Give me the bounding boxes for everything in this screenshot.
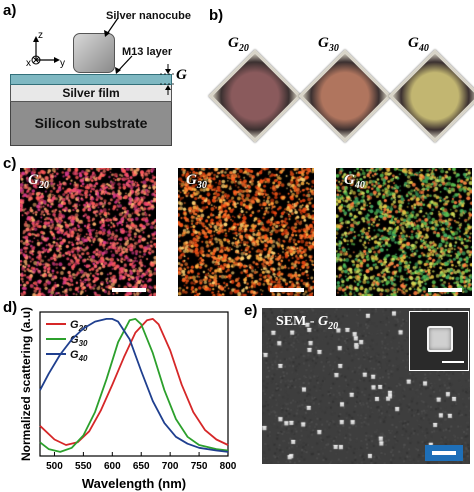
x-axis-label: Wavelength (nm) [82,476,186,491]
silver-film: Silver film [10,84,172,102]
image-label-base: G [186,172,197,188]
panel-e-label: e) [244,302,258,319]
sample-1: G30 [298,35,392,155]
legend-label-0: G20 [70,319,88,333]
sample-label-sub: 40 [418,43,429,54]
plot-frame [39,311,229,457]
sample-chip [388,49,474,143]
scale-bar [270,288,304,292]
series-line-0 [39,317,229,446]
image-label-sub: 40 [354,180,365,191]
image-label-base: G [28,172,39,188]
x-tick-label: 600 [104,461,121,472]
sample-label-base: G [318,35,329,51]
scale-bar [428,288,462,292]
panel-a-schematic: Silicon substrate Silver film Silver nan… [0,0,200,150]
inset-scale-bar [442,361,464,363]
x-tick-label: 550 [75,461,92,472]
series-line-2 [39,317,229,453]
x-tick-label: 650 [133,461,150,472]
sample-0: G20 [208,35,302,155]
x-tick-label: 700 [162,461,179,472]
x-tick-label: 500 [46,461,63,472]
axis-z-label: z [38,30,43,41]
x-tick-label: 750 [191,461,208,472]
sem-inset [409,311,469,371]
inset-nanocube [427,326,453,352]
silicon-substrate: Silicon substrate [10,100,172,146]
image-label-base: G [344,172,355,188]
image-label: G40 [344,172,365,191]
m13-layer [10,74,172,85]
sem-title: SEM - G20 [276,314,338,332]
darkfield-particles [20,168,156,296]
sample-2: G40 [388,35,474,155]
panel-b-samples: G20 G30 G40 [200,35,474,155]
darkfield-image-0: G20 [20,168,156,296]
sample-label-base: G [408,35,419,51]
sample-chip [208,49,302,143]
gap-label: G [176,67,187,83]
axis-y-label: y [60,58,65,69]
axes-icon [31,36,60,65]
panel-a-label: a) [3,2,17,19]
m13-layer-label: M13 layer [122,46,173,58]
sem-title-g: G [318,314,329,329]
sample-label-sub: 20 [238,43,249,54]
legend-label-sub: 30 [79,339,88,348]
silver-nanocube-label: Silver nanocube [106,10,191,22]
sem-image: SEM - G20 [262,308,470,464]
legend-label-base: G [70,349,79,361]
panel-d-label: d) [3,299,18,316]
panel-b-label: b) [209,7,224,24]
image-label-sub: 20 [38,180,49,191]
sem-scale-bar-line [432,451,456,455]
sample-label-base: G [228,35,239,51]
legend-label-1: G30 [70,334,88,348]
sample-label: G40 [408,35,429,54]
image-label: G20 [28,172,49,191]
y-axis-label: Normalized scattering (a.u) [19,307,33,461]
panel-c-label: c) [3,155,17,172]
sem-title-prefix: SEM - [276,314,318,329]
darkfield-particles [336,168,472,296]
darkfield-image-2: G40 [336,168,472,296]
image-label-sub: 30 [196,180,207,191]
sem-scale-bar [425,445,463,461]
sample-label-sub: 30 [328,43,339,54]
silicon-substrate-label: Silicon substrate [34,115,148,131]
silver-nanocube-shape [73,33,115,73]
sample-label: G20 [228,35,249,54]
silver-film-label: Silver film [62,86,120,100]
legend-label-base: G [70,334,79,346]
darkfield-image-1: G30 [178,168,314,296]
sem-title-sub: 20 [328,320,339,332]
legend-label-sub: 40 [78,354,88,363]
x-tick-label: 800 [220,461,237,472]
scale-bar [112,288,146,292]
annotation-arrows [104,17,175,95]
sample-label: G30 [318,35,339,54]
legend-label-2: G40 [70,349,88,363]
series-line-1 [39,317,229,453]
axis-x-label: x [26,58,31,69]
image-label: G30 [186,172,207,191]
sample-chip [298,49,392,143]
legend-label-base: G [70,319,79,331]
scattering-chart: 500 550 600 650 700 750 800 Wavelength (nm) Norm… [19,307,237,491]
darkfield-particles [178,168,314,296]
